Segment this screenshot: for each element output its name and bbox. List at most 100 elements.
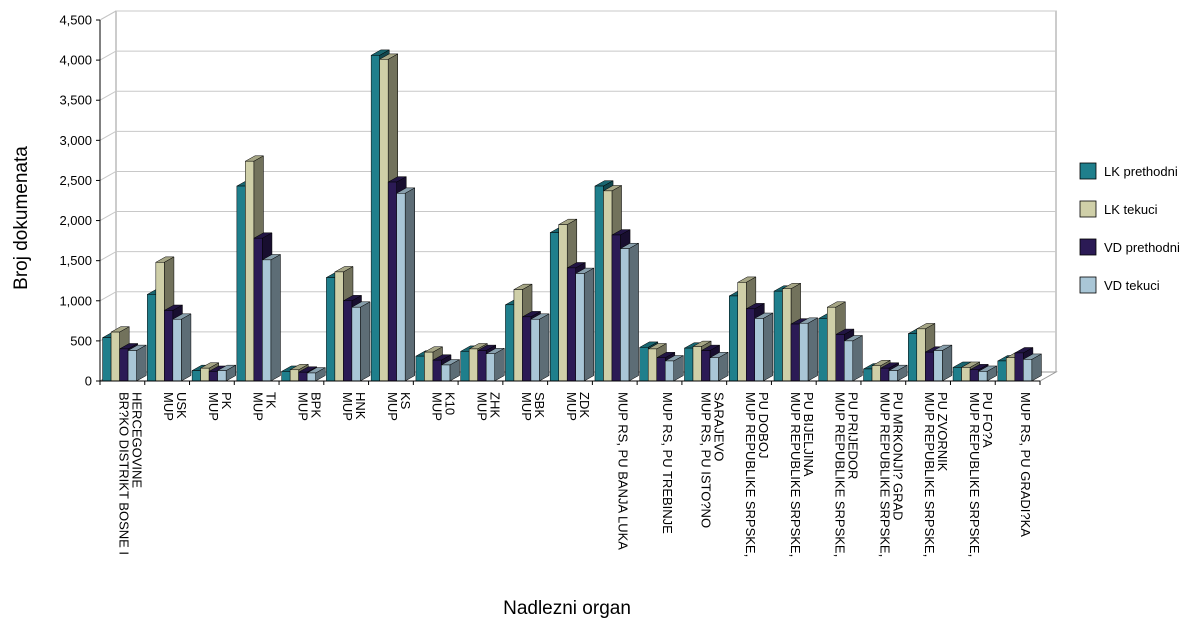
bar: [261, 254, 282, 382]
x-tick-label: MUPHNK: [340, 392, 368, 421]
x-tick-label: MUP REPUBLIKE SRPSKE,PU BIJELJINA: [788, 392, 816, 557]
bar-group: [325, 266, 371, 382]
bar-front: [253, 237, 263, 382]
bar: [843, 335, 864, 382]
bar-front: [172, 318, 182, 382]
bar-side: [360, 301, 371, 382]
bar-front: [262, 259, 272, 382]
bar-group: [549, 218, 595, 382]
bar: [485, 347, 506, 382]
x-tick-label: MUP RS, PU BANJA LUKA: [615, 392, 630, 550]
bar-side: [136, 344, 147, 382]
bar-front: [754, 318, 764, 382]
x-tick-label: MUPPK: [206, 392, 234, 421]
y-tick-label: 3,000: [59, 133, 92, 148]
legend-swatch: [1079, 200, 1097, 218]
bar-front: [370, 55, 380, 382]
bar-side: [181, 313, 192, 382]
bar-front: [961, 367, 971, 382]
bar-group: [370, 49, 416, 382]
legend-label: LK tekuci: [1104, 202, 1158, 217]
bar-front: [925, 351, 935, 382]
bar-side: [404, 187, 416, 382]
y-axis: 0 500 1,000 1,500 2,000 2,500 3,000 3,500 4,000 4…: [59, 13, 101, 389]
bar-front: [908, 333, 918, 382]
bar-group: [235, 155, 282, 382]
legend-label: VD tekuci: [1104, 278, 1160, 293]
bar-front: [549, 232, 559, 382]
legend-swatch: [1079, 276, 1097, 294]
bar-front: [728, 295, 738, 382]
bar-front: [326, 277, 336, 382]
bar-group: [191, 362, 237, 382]
y-tick-label: 2,000: [59, 213, 92, 228]
bar-group: [996, 347, 1043, 382]
bar-front: [620, 248, 630, 382]
bar-group: [862, 359, 909, 382]
bar-front: [639, 347, 649, 382]
x-tick-label: MUPK10: [430, 392, 458, 421]
bar: [619, 242, 640, 382]
bar-side: [762, 312, 774, 382]
bar-front: [603, 190, 613, 382]
bar-front: [102, 337, 112, 382]
bar: [171, 313, 192, 382]
bar-front: [298, 371, 308, 382]
bar-front: [477, 350, 487, 382]
bar-front: [387, 181, 397, 382]
x-tick-label: MUP REPUBLIKE SRPSKE,PU DOBOJ: [743, 392, 771, 557]
gridline-side: [99, 251, 117, 262]
bar-front: [424, 351, 434, 382]
bar-group: [773, 282, 819, 382]
bar-front: [997, 360, 1007, 382]
bar-front: [701, 350, 711, 382]
bar-front: [530, 318, 540, 382]
bar-side: [807, 317, 818, 382]
bar-front: [692, 346, 702, 382]
bar-front: [888, 370, 898, 382]
bar-front: [432, 359, 442, 382]
bar: [574, 267, 595, 382]
gridline-side: [99, 171, 117, 181]
gridline-side: [99, 291, 117, 302]
bar: [529, 313, 550, 382]
x-tick-label: MUPZDK: [564, 392, 592, 421]
bar-front: [485, 353, 495, 382]
bar-front: [664, 360, 674, 382]
bar-front: [379, 59, 389, 382]
bar-front: [558, 224, 568, 382]
bar: [395, 187, 416, 382]
bar-front: [415, 355, 425, 382]
bar-front: [200, 367, 210, 382]
bar: [1022, 353, 1043, 382]
y-tick-label: 4,000: [59, 53, 92, 68]
bar-front: [164, 310, 174, 382]
bar-front: [684, 347, 694, 382]
gridline-side: [99, 50, 117, 61]
bar-front: [952, 367, 962, 382]
bar-group: [817, 301, 864, 382]
x-tick-label: MUPTK: [251, 392, 279, 421]
bar-front: [647, 348, 657, 382]
bar-front: [513, 289, 523, 382]
bar-front: [127, 350, 137, 382]
bar-side: [628, 242, 639, 382]
x-axis-title: Nadlezni organ: [503, 598, 631, 619]
bar-front: [916, 328, 926, 382]
bar-front: [745, 308, 755, 382]
legend-swatch: [1079, 238, 1097, 256]
bar: [127, 344, 148, 382]
x-tick-label: MUP RS, PU GRADI?KA: [1018, 392, 1033, 537]
bar: [709, 351, 730, 382]
gridline-side: [99, 211, 117, 221]
bar-group: [952, 361, 998, 382]
bar: [977, 365, 998, 382]
bar-side: [270, 254, 281, 382]
bar-front: [575, 273, 585, 382]
bar-front: [236, 185, 246, 382]
bar-side: [852, 335, 863, 382]
bar-group: [459, 343, 506, 382]
bar-front: [343, 300, 353, 382]
bar-group: [101, 326, 148, 382]
